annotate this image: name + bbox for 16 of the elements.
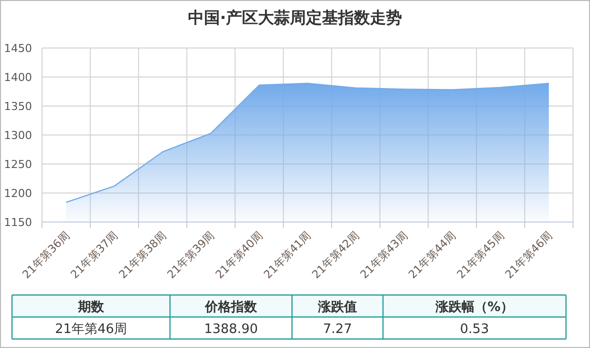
text: 1388.90 (204, 322, 258, 337)
chart-title: 中国·产区大蒜周定基指数走势 (188, 8, 402, 27)
y-tick-label: 1200 (4, 187, 32, 200)
text: 涨跌值 (317, 300, 357, 315)
y-tick-label: 1400 (4, 71, 32, 84)
text: 7.27 (323, 322, 352, 337)
y-tick-label: 1350 (4, 100, 32, 113)
y-tick-label: 1450 (4, 42, 32, 55)
text: 涨跌幅（%） (434, 300, 514, 315)
text: 期数 (77, 300, 105, 315)
y-tick-label: 1250 (4, 158, 32, 171)
y-tick-label: 1150 (4, 216, 32, 229)
y-tick-label: 1300 (4, 129, 32, 142)
text: 价格指数 (204, 300, 258, 315)
text: 0.53 (460, 322, 489, 337)
text: 21年第46周 (54, 322, 128, 337)
